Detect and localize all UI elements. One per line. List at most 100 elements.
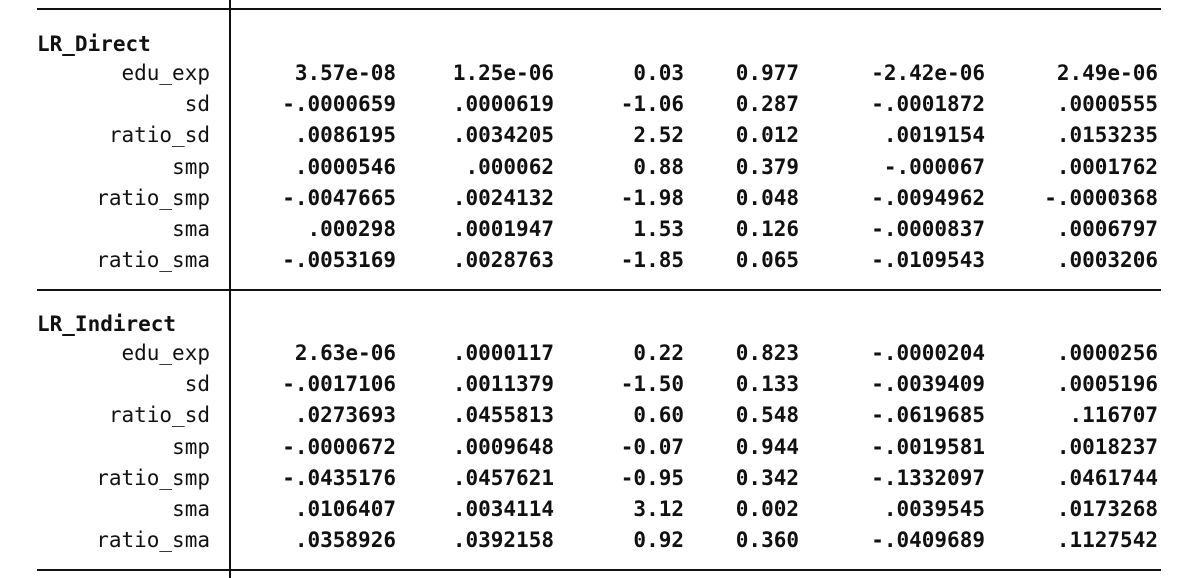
- table-cell: .0000256: [1056, 341, 1158, 365]
- section-title-lr-indirect: LR_Indirect: [37, 312, 177, 336]
- table-cell: -.0619685: [871, 403, 985, 428]
- row-label: smp: [172, 154, 210, 179]
- row-label: sma: [172, 497, 210, 521]
- table-cell: .0001762: [1056, 154, 1158, 179]
- table-cell: .0034205: [452, 123, 554, 148]
- table-cell: .0039545: [883, 497, 985, 521]
- table-cell: -0.95: [620, 465, 684, 490]
- table-cell: .1127542: [1056, 528, 1158, 553]
- table-row: smp .0000546 .000062 0.88 0.379 -.000067 .0001…: [0, 152, 1186, 183]
- row-label: ratio_smp: [96, 185, 210, 210]
- table-row: edu_exp 2.63e-06 .0000117 0.22 0.823 -.000020…: [0, 338, 1186, 369]
- table-cell: -.000067: [883, 154, 985, 179]
- table-cell: -.0017106: [282, 372, 396, 397]
- row-label: ratio_sd: [108, 123, 210, 148]
- row-label: ratio_sd: [108, 403, 210, 428]
- table-cell: .0358926: [294, 528, 396, 553]
- table-cell: -1.98: [620, 185, 684, 210]
- table-cell: -.0435176: [282, 465, 396, 490]
- table-cell: -.0001872: [871, 92, 985, 117]
- table-cell: 0.92: [633, 528, 684, 553]
- table-cell: 0.002: [735, 497, 799, 521]
- table-cell: .0003206: [1056, 248, 1158, 273]
- table-cell: .0018237: [1056, 434, 1158, 459]
- table-row: sd -.0000659 .0000619 -1.06 0.287 -.0001872 .0…: [0, 89, 1186, 120]
- table-cell: 0.048: [735, 185, 799, 210]
- table-cell: -.0039409: [871, 372, 985, 397]
- table-cell: 3.57e-08: [294, 61, 396, 85]
- table-row: sma .0106407 .0034114 3.12 0.002 .0039545 .017…: [0, 494, 1186, 525]
- table-cell: .0273693: [294, 403, 396, 428]
- section-title-lr-direct: LR_Direct: [37, 32, 151, 56]
- row-label: sd: [184, 92, 210, 117]
- table-cell: -2.42e-06: [871, 61, 985, 85]
- table-row: ratio_smp -.0047665 .0024132 -1.98 0.048 -.00…: [0, 183, 1186, 214]
- table-cell: -.0000672: [282, 434, 396, 459]
- table-cell: 2.49e-06: [1056, 61, 1158, 85]
- table-cell: .000062: [465, 154, 554, 179]
- table-cell: 0.944: [735, 434, 799, 459]
- row-label: ratio_sma: [96, 248, 210, 273]
- table-cell: -.0047665: [282, 185, 396, 210]
- table-cell: -.0000368: [1044, 185, 1158, 210]
- row-label: sma: [172, 217, 210, 241]
- table-cell: .0455813: [452, 403, 554, 428]
- table-cell: -.1332097: [871, 465, 985, 490]
- table-row: sma .000298 .0001947 1.53 0.126 -.0000837 .000…: [0, 214, 1186, 245]
- row-label: ratio_smp: [96, 465, 210, 490]
- table-cell: .0457621: [452, 465, 554, 490]
- table-cell: 0.287: [735, 92, 799, 117]
- table-cell: .0024132: [452, 185, 554, 210]
- table-cell: -.0000837: [871, 217, 985, 241]
- table-cell: -.0409689: [871, 528, 985, 553]
- table-cell: 0.548: [735, 403, 799, 428]
- table-cell: 0.379: [735, 154, 799, 179]
- table-cell: 2.63e-06: [294, 341, 396, 365]
- table-row: ratio_sma -.0053169 .0028763 -1.85 0.065 -.01…: [0, 245, 1186, 276]
- table-cell: .0034114: [452, 497, 554, 521]
- table-cell: -1.85: [620, 248, 684, 273]
- table-cell: 0.823: [735, 341, 799, 365]
- table-cell: .0019154: [883, 123, 985, 148]
- table-cell: .0028763: [452, 248, 554, 273]
- top-rule: [37, 8, 1161, 10]
- row-label: edu_exp: [121, 341, 210, 365]
- table-cell: .0000619: [452, 92, 554, 117]
- table-cell: 0.22: [633, 341, 684, 365]
- table-cell: .0086195: [294, 123, 396, 148]
- table-cell: -1.50: [620, 372, 684, 397]
- table-cell: .0005196: [1056, 372, 1158, 397]
- table-cell: .0173268: [1056, 497, 1158, 521]
- row-label: smp: [172, 434, 210, 459]
- table-cell: .0461744: [1056, 465, 1158, 490]
- table-cell: 0.60: [633, 403, 684, 428]
- row-label: edu_exp: [121, 61, 210, 85]
- table-cell: 0.977: [735, 61, 799, 85]
- table-cell: 0.126: [735, 217, 799, 241]
- table-cell: 0.360: [735, 528, 799, 553]
- table-cell: .0392158: [452, 528, 554, 553]
- table-cell: 3.12: [633, 497, 684, 521]
- row-label: ratio_sma: [96, 528, 210, 553]
- table-cell: 0.012: [735, 123, 799, 148]
- bottom-rule: [37, 569, 1161, 571]
- table-cell: 0.065: [735, 248, 799, 273]
- table-cell: .0000546: [294, 154, 396, 179]
- table-cell: 0.03: [633, 61, 684, 85]
- table-cell: .000298: [307, 217, 396, 241]
- table-cell: 1.53: [633, 217, 684, 241]
- table-cell: .0000117: [452, 341, 554, 365]
- table-cell: .0006797: [1056, 217, 1158, 241]
- table-row: ratio_sd .0086195 .0034205 2.52 0.012 .001915…: [0, 120, 1186, 151]
- table-cell: 2.52: [633, 123, 684, 148]
- table-cell: .0011379: [452, 372, 554, 397]
- table-cell: -.0053169: [282, 248, 396, 273]
- table-cell: -.0019581: [871, 434, 985, 459]
- table-cell: 0.342: [735, 465, 799, 490]
- table-cell: -.0000204: [871, 341, 985, 365]
- table-row: edu_exp 3.57e-08 1.25e-06 0.03 0.977 -2.42e-0…: [0, 58, 1186, 89]
- section-rule: [37, 289, 1161, 291]
- table-row: ratio_sma .0358926 .0392158 0.92 0.360 -.0409…: [0, 525, 1186, 556]
- table-cell: .0009648: [452, 434, 554, 459]
